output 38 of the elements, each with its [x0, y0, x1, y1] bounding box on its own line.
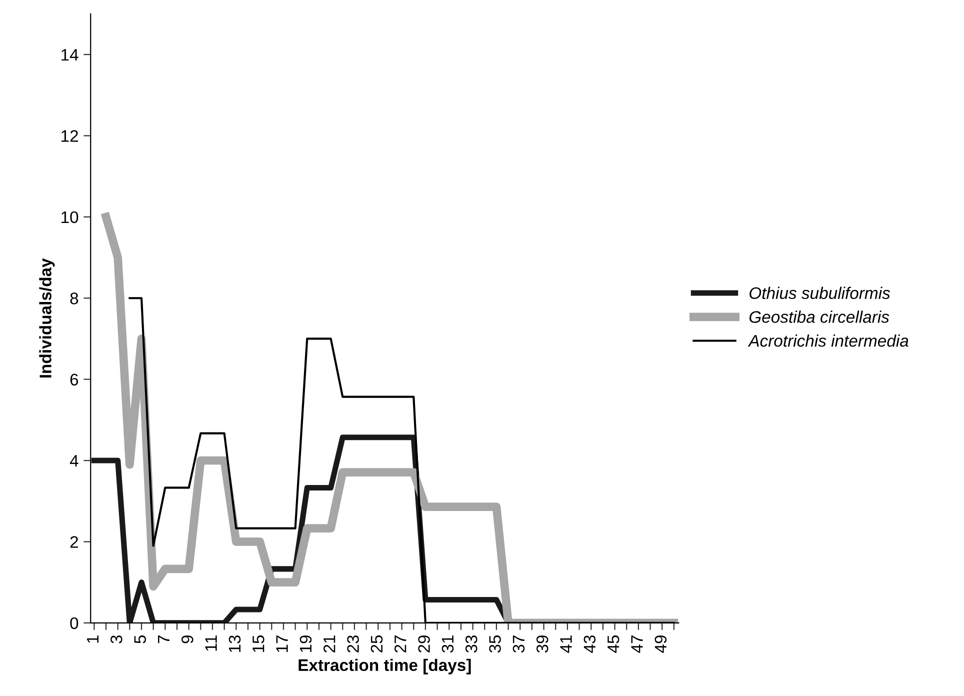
- x-tick-label: 21: [323, 636, 336, 652]
- y-tick-label: 0: [70, 617, 78, 630]
- x-tick-label: 41: [560, 636, 572, 653]
- x-tick-label: 3: [110, 635, 122, 644]
- x-tick-label: 33: [465, 635, 478, 653]
- x-tick-label: 15: [252, 635, 264, 652]
- x-tick-label: 9: [181, 636, 194, 644]
- y-tick-label: 2: [70, 536, 78, 548]
- x-tick-label: 17: [276, 636, 288, 652]
- x-tick-label: 25: [370, 635, 383, 652]
- x-tick-label: 31: [442, 636, 454, 653]
- x-tick-label: 49: [654, 636, 667, 653]
- x-tick-label: 23: [347, 635, 359, 652]
- x-tick-label: 1: [87, 636, 98, 643]
- legend-label: Acrotrichis intermedia: [748, 334, 908, 347]
- x-axis-title: Extraction time [days]: [298, 658, 471, 674]
- legend-label: Othius subuliformis: [750, 286, 890, 300]
- x-tick-label: 35: [489, 635, 501, 653]
- x-tick-label: 43: [584, 635, 596, 653]
- y-axis-title: Individuals/day: [39, 258, 55, 378]
- y-tick-label: 6: [70, 374, 78, 386]
- x-tick-label: 19: [300, 636, 312, 652]
- x-tick-label: 29: [418, 636, 430, 652]
- x-tick-label: 5: [134, 635, 146, 644]
- legend-label: Geostiba circellaris: [749, 310, 890, 323]
- x-tick-label: 45: [608, 635, 620, 653]
- x-tick-label: 39: [536, 636, 548, 653]
- x-tick-label: 47: [631, 636, 643, 653]
- y-tick-label: 10: [62, 211, 78, 224]
- y-tick-label: 4: [70, 455, 78, 467]
- x-tick-label: 13: [228, 635, 241, 652]
- x-tick-label: 7: [158, 636, 170, 644]
- y-tick-label: 8: [70, 292, 78, 304]
- x-tick-label: 11: [205, 636, 217, 651]
- y-tick-label: 12: [62, 130, 78, 142]
- x-tick-label: 27: [394, 636, 406, 652]
- x-tick-label: 37: [512, 636, 525, 653]
- y-tick-label: 14: [62, 49, 78, 61]
